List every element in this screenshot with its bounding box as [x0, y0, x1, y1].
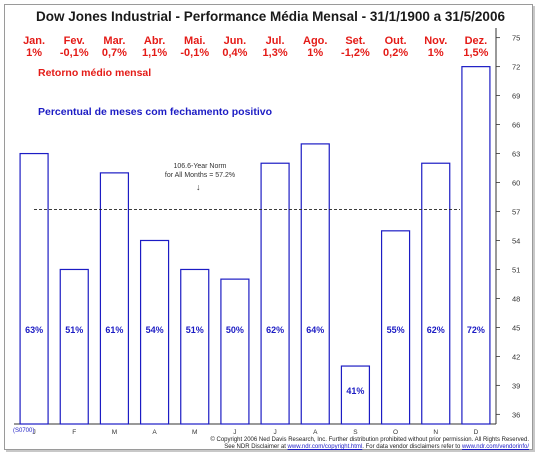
y-tick-label: 66: [512, 121, 520, 130]
x-tick-label: A: [313, 429, 318, 436]
footer-prefix: See NDR Disclaimer at: [224, 444, 288, 450]
month-name-label: Abr.: [144, 35, 165, 47]
reference-arrow-icon: ↓: [196, 182, 201, 192]
bar-value-label: 50%: [226, 325, 244, 335]
y-tick-label: 54: [512, 236, 520, 245]
x-tick-label: O: [393, 429, 398, 436]
bar-o-9: [380, 230, 411, 425]
bar-value-label: 51%: [65, 325, 83, 335]
x-tick-label: N: [433, 429, 438, 436]
bar-a-7: [300, 143, 330, 425]
y-tick-label: 51: [512, 265, 520, 274]
avg-return-label: 1%: [307, 47, 323, 59]
avg-return-label: 1,1%: [142, 47, 167, 59]
avg-return-label: 0,7%: [102, 47, 127, 59]
y-tick-label: 42: [512, 352, 520, 361]
x-tick-label: S: [353, 429, 358, 436]
x-tick-label: F: [72, 429, 76, 436]
bar-j-5: [220, 278, 250, 425]
month-name-label: Jan.: [23, 35, 45, 47]
bar-value-label: 62%: [266, 325, 284, 335]
vendor-link[interactable]: www.ndr.com/vendorinfo/: [461, 444, 529, 450]
y-tick-label: 72: [512, 63, 520, 72]
bar-value-label: 54%: [146, 325, 164, 335]
bar-value-label: 62%: [427, 325, 445, 335]
x-tick-label: J: [273, 429, 276, 436]
y-tick-label: 57: [512, 208, 520, 217]
x-tick-label: M: [112, 429, 117, 436]
footer-line-1: © Copyright 2006 Ned Davis Research, Inc…: [210, 437, 529, 443]
month-name-label: Fev.: [64, 35, 85, 47]
bar-f-1: [59, 268, 89, 425]
x-tick-label: J: [32, 429, 35, 436]
x-tick-label: J: [233, 429, 236, 436]
bar-value-label: 41%: [346, 386, 364, 396]
bar-value-label: 64%: [306, 325, 324, 335]
copyright-link[interactable]: www.ndr.com/copyright.html: [287, 444, 363, 450]
chart-title: Dow Jones Industrial - Performance Média…: [36, 9, 505, 24]
legend-positive-months: Percentual de meses com fechamento posit…: [38, 106, 272, 118]
y-tick-label: 45: [512, 323, 520, 332]
month-name-label: Nov.: [424, 35, 447, 47]
month-name-label: Ago.: [303, 35, 327, 47]
avg-return-label: -0,1%: [60, 47, 89, 59]
avg-return-label: 1%: [428, 47, 444, 59]
y-tick-label: 63: [512, 150, 520, 159]
avg-return-label: 1,5%: [463, 47, 488, 59]
legend-avg-return: Retorno médio mensal: [38, 67, 152, 79]
bar-j-6: [260, 162, 290, 425]
chart-code: (S0700): [13, 428, 35, 434]
month-name-label: Mar.: [103, 35, 125, 47]
footer-middle: . For data vendor disclaimers refer to: [362, 444, 462, 450]
bar-d-11: [461, 66, 491, 425]
month-name-label: Mai.: [184, 35, 205, 47]
month-name-label: Jul.: [266, 35, 285, 47]
y-tick-label: 60: [512, 179, 520, 188]
bar-a-3: [139, 239, 170, 425]
reference-line-label-2: for All Months = 57.2%: [164, 172, 236, 179]
chart-frame: [4, 4, 533, 450]
avg-return-label: 0,2%: [383, 47, 408, 59]
avg-return-label: -0,1%: [180, 47, 209, 59]
x-tick-label: D: [474, 429, 479, 436]
avg-return-label: 0,4%: [222, 47, 247, 59]
bar-value-label: 55%: [387, 325, 405, 335]
reference-line-label: 106.6-Year Norm for All Months = 57.2%: [160, 162, 240, 180]
bar-value-label: 51%: [186, 325, 204, 335]
month-name-label: Set.: [345, 35, 365, 47]
bar-m-2: [99, 172, 130, 425]
month-name-label: Out.: [385, 35, 407, 47]
month-name-label: Jun.: [224, 35, 247, 47]
reference-line-label-1: 106.6-Year Norm: [173, 163, 227, 170]
copyright-footer: © Copyright 2006 Ned Davis Research, Inc…: [210, 437, 529, 451]
y-tick-label: 69: [512, 92, 520, 101]
bar-value-label: 63%: [25, 325, 43, 335]
y-tick-label: 36: [512, 410, 520, 419]
y-tick-label: 39: [512, 381, 520, 390]
avg-return-label: 1,3%: [263, 47, 288, 59]
bar-value-label: 72%: [467, 325, 485, 335]
x-tick-label: A: [152, 429, 157, 436]
bar-n-10: [421, 162, 451, 425]
bar-j-0: [19, 152, 49, 425]
x-tick-label: M: [192, 429, 197, 436]
bar-s-8: [340, 365, 371, 425]
bar-m-4: [180, 268, 210, 425]
y-tick-label: 75: [512, 34, 520, 43]
footer-line-2: See NDR Disclaimer at www.ndr.com/copyri…: [210, 444, 529, 451]
bar-value-label: 61%: [105, 325, 123, 335]
avg-return-label: -1,2%: [341, 47, 370, 59]
avg-return-label: 1%: [26, 47, 42, 59]
y-tick-label: 48: [512, 294, 520, 303]
month-name-label: Dez.: [465, 35, 488, 47]
